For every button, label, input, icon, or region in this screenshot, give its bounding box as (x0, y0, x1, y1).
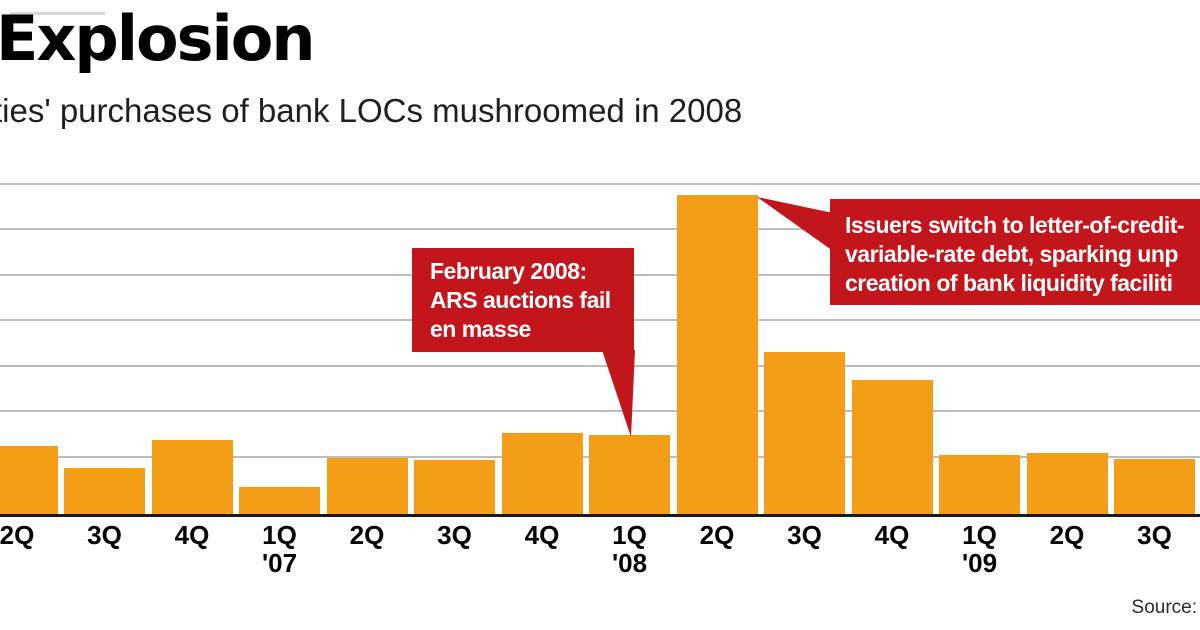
gridline-1 (0, 228, 1200, 230)
x-tick-label-3: 1Q '07 (261, 520, 298, 578)
x-tick-label-12: 2Q (1049, 520, 1085, 550)
chart-subtitle: ties' purchases of bank LOCs mushroomed … (0, 92, 743, 129)
bar-2Q-4 (326, 458, 408, 514)
cropped-logo-artifact (10, 12, 105, 15)
callout-tail-1 (757, 197, 833, 251)
gridline-5 (0, 410, 1200, 412)
loc-switch-callout-line-1: variable-rate debt, sparking unp (845, 241, 1178, 267)
x-tick-label-13: 3Q (1137, 520, 1172, 550)
bar-2Q-0 (0, 446, 58, 514)
bar-3Q-1 (64, 468, 145, 514)
bar-2Q-8 (676, 195, 758, 514)
x-tick-label-11: 1Q '09 (961, 520, 998, 578)
x-tick-label-5: 3Q (437, 520, 472, 550)
callout-tail-0 (602, 350, 635, 437)
x-tick-label-8: 2Q (699, 520, 735, 550)
bar-1Q09-11 (939, 455, 1020, 514)
x-tick-label-0: 2Q (0, 520, 35, 550)
ars-failure-callout: February 2008: ARS auctions fail en masse (412, 248, 634, 352)
x-tick-label-2: 4Q (174, 520, 210, 550)
bar-4Q-6 (501, 433, 583, 514)
gridline-0 (0, 183, 1200, 185)
bar-4Q-10 (851, 380, 933, 514)
gridline-4 (0, 365, 1200, 367)
x-tick-label-9: 3Q (787, 520, 822, 550)
bar-1Q07-3 (239, 487, 320, 514)
bar-4Q-2 (151, 440, 233, 514)
bar-3Q-5 (414, 460, 495, 514)
loc-switch-callout-line-0: Issuers switch to letter-of-credit- (845, 212, 1185, 238)
x-tick-label-7: 1Q '08 (611, 520, 648, 578)
x-axis-line (0, 514, 1200, 517)
bar-2Q-12 (1026, 453, 1108, 514)
x-tick-label-1: 3Q (87, 520, 122, 550)
bar-3Q-9 (764, 352, 845, 514)
chart-title: Explosion (0, 2, 315, 75)
ars-failure-callout-line-2: en masse (430, 316, 531, 342)
bar-3Q-13 (1114, 459, 1195, 514)
ars-failure-callout-line-0: February 2008: (430, 258, 587, 284)
bar-1Q08-7 (589, 435, 670, 514)
source-label: Source: (1131, 597, 1197, 618)
x-tick-label-6: 4Q (524, 520, 560, 550)
x-tick-label-4: 2Q (349, 520, 385, 550)
loc-switch-callout-line-2: creation of bank liquidity faciliti (845, 270, 1173, 296)
x-tick-label-10: 4Q (874, 520, 910, 550)
ars-failure-callout-line-1: ARS auctions fail (430, 287, 611, 313)
loc-switch-callout: Issuers switch to letter-of-credit-varia… (830, 199, 1200, 305)
